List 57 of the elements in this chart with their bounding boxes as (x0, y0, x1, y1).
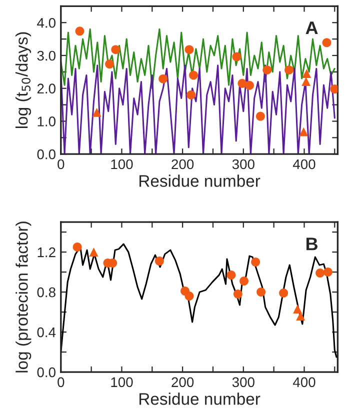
point (251, 258, 260, 267)
point (111, 45, 120, 54)
point (330, 84, 338, 94)
point (232, 52, 242, 62)
y-tick-label: 4.0 (37, 18, 56, 28)
point (154, 256, 164, 266)
y-tick-label: 0.0 (37, 367, 56, 378)
annotation: A (306, 22, 318, 34)
point (92, 108, 102, 117)
x-tick-label: 0 (58, 377, 64, 388)
point (226, 270, 236, 280)
point (322, 38, 332, 48)
x-tick-label: 100 (111, 159, 133, 170)
point (158, 74, 168, 84)
annotation: B (306, 238, 318, 250)
x-tick-label: 400 (292, 377, 316, 388)
x-axis-title: Residue number (140, 174, 260, 187)
point (89, 248, 98, 257)
line-series (60, 64, 336, 154)
point (299, 127, 308, 136)
y-axis-title: log (protecion factor) (16, 222, 32, 372)
point (262, 65, 272, 74)
y-tick-label: 1.2 (38, 247, 56, 258)
point (256, 112, 265, 121)
point (189, 70, 198, 80)
point (302, 69, 312, 78)
x-tick-label: 300 (232, 159, 254, 170)
y-tick-label: 0.0 (37, 149, 56, 160)
point (256, 288, 266, 297)
point (75, 26, 84, 36)
point (316, 268, 325, 278)
y-tick-label: 3.0 (37, 50, 56, 61)
point (279, 288, 288, 298)
y-tick-label: 2.0 (37, 84, 56, 94)
y-tick-label: 0.8 (37, 287, 56, 298)
y-axis-title: log (t$_{50}$/days) (16, 32, 32, 128)
y-tick-label: 1.0 (38, 116, 56, 126)
point (184, 45, 194, 54)
point (238, 78, 247, 88)
point (244, 80, 254, 90)
y-tick-label: 0.4 (37, 327, 56, 338)
point (105, 60, 114, 69)
x-tick-label: 200 (172, 159, 194, 170)
x-tick-label: 100 (111, 377, 133, 388)
point (284, 65, 294, 74)
point (184, 292, 194, 301)
x-tick-label: 200 (172, 377, 194, 388)
point (72, 242, 82, 252)
x-tick-label: 400 (292, 159, 316, 170)
x-axis-title: Residue number (140, 392, 260, 405)
point (293, 304, 302, 314)
point (186, 90, 196, 100)
x-tick-label: 0 (58, 159, 64, 170)
x-tick-label: 300 (232, 377, 254, 388)
point (323, 268, 332, 277)
point (233, 290, 242, 299)
point (240, 276, 249, 286)
